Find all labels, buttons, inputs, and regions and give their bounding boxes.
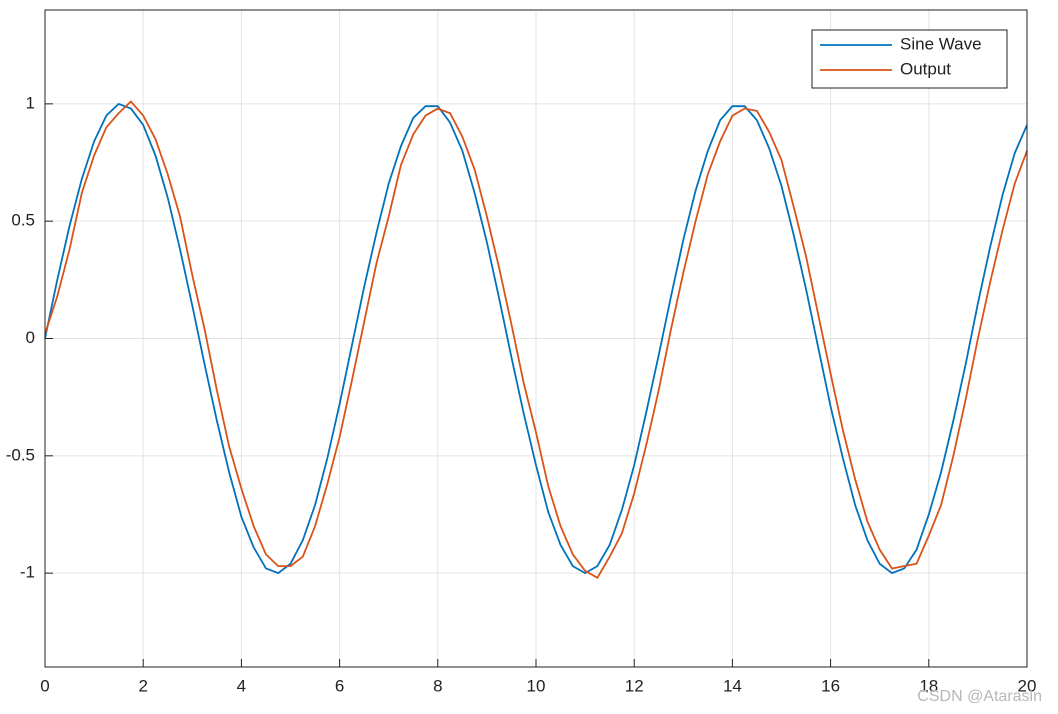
legend-label: Output [900, 59, 951, 78]
x-tick-label: 8 [433, 676, 442, 695]
legend-box [811, 29, 1008, 89]
x-tick-label: 6 [335, 676, 344, 695]
watermark: CSDN @Atarasin [917, 688, 1042, 705]
series-line [44, 102, 1028, 575]
y-tick-label: 0.5 [11, 211, 35, 230]
series-line [44, 100, 1028, 580]
x-tick-label: 14 [723, 676, 742, 695]
x-tick-label: 20 [1018, 676, 1037, 695]
y-tick-label: -1 [20, 563, 35, 582]
legend-label: Sine Wave [900, 34, 982, 53]
x-tick-label: 12 [625, 676, 644, 695]
x-tick-label: 10 [527, 676, 546, 695]
y-tick-label: 0 [26, 328, 35, 347]
x-tick-label: 2 [138, 676, 147, 695]
y-tick-label: 1 [26, 93, 35, 112]
x-tick-label: 4 [237, 676, 246, 695]
x-tick-label: 0 [40, 676, 49, 695]
y-tick-label: -0.5 [6, 445, 35, 464]
x-tick-label: 18 [919, 676, 938, 695]
axes-box [44, 9, 1028, 668]
x-tick-label: 16 [821, 676, 840, 695]
